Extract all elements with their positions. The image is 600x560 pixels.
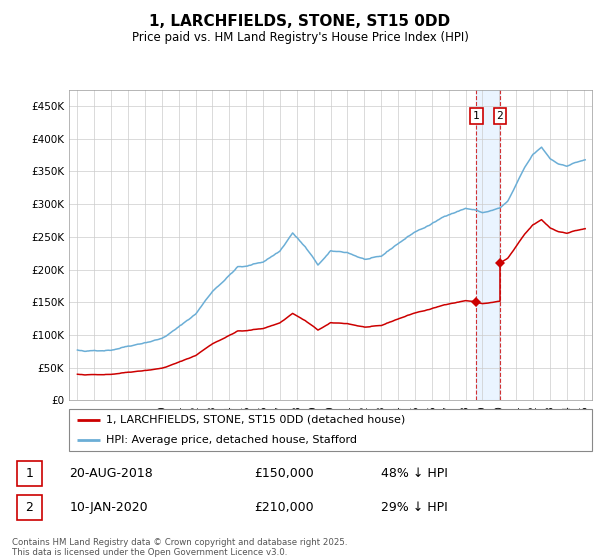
Text: Price paid vs. HM Land Registry's House Price Index (HPI): Price paid vs. HM Land Registry's House … [131,31,469,44]
Text: 1, LARCHFIELDS, STONE, ST15 0DD (detached house): 1, LARCHFIELDS, STONE, ST15 0DD (detache… [106,415,405,424]
FancyBboxPatch shape [17,495,42,520]
Text: Contains HM Land Registry data © Crown copyright and database right 2025.
This d: Contains HM Land Registry data © Crown c… [12,538,347,557]
FancyBboxPatch shape [17,461,42,486]
Text: 48% ↓ HPI: 48% ↓ HPI [380,467,448,480]
Bar [476,90,500,400]
Text: HPI: Average price, detached house, Stafford: HPI: Average price, detached house, Staf… [106,435,356,445]
Text: 1: 1 [25,467,33,480]
Text: 1: 1 [473,111,480,121]
Text: 29% ↓ HPI: 29% ↓ HPI [380,501,448,514]
Text: 1, LARCHFIELDS, STONE, ST15 0DD: 1, LARCHFIELDS, STONE, ST15 0DD [149,14,451,29]
Text: £150,000: £150,000 [254,467,314,480]
Text: 20-AUG-2018: 20-AUG-2018 [70,467,154,480]
Text: 2: 2 [25,501,33,514]
FancyBboxPatch shape [69,409,592,451]
Text: 2: 2 [496,111,503,121]
Text: 10-JAN-2020: 10-JAN-2020 [70,501,148,514]
Text: £210,000: £210,000 [254,501,314,514]
